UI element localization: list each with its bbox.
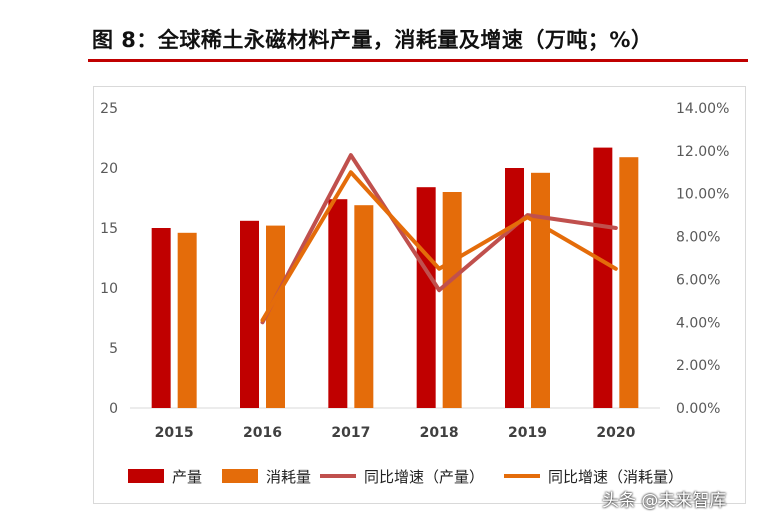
y-right-tick-label: 0.00% — [676, 401, 720, 417]
y-right-tick-label: 12.00% — [676, 144, 729, 160]
bar-production — [240, 220, 259, 408]
legend-consumption-label: 消耗量 — [266, 468, 311, 486]
y-left-tick-label: 0 — [109, 401, 118, 417]
legend-production-growth-label: 同比增速（产量） — [364, 468, 484, 486]
y-left-tick-label: 15 — [100, 221, 118, 237]
bar-consumption — [531, 172, 550, 408]
legend-production-label: 产量 — [172, 468, 202, 486]
line-production-growth — [260, 153, 618, 325]
x-category-label: 2016 — [243, 425, 282, 441]
chart-frame — [93, 86, 746, 504]
y-left-tick-label: 25 — [100, 101, 118, 117]
y-right-tick-label: 4.00% — [676, 315, 720, 331]
x-category-label: 2015 — [155, 425, 194, 441]
bar-consumption — [442, 192, 462, 408]
y-left-tick-label: 5 — [109, 341, 118, 357]
legend-consumption-swatch — [222, 469, 258, 483]
x-category-label: 2018 — [420, 425, 459, 441]
y-right-tick-label: 6.00% — [676, 272, 720, 288]
bar-production — [328, 199, 348, 408]
watermark: 头条 @未来智库 — [602, 491, 727, 511]
y-left-tick-label: 10 — [100, 281, 118, 297]
legend-production-swatch — [128, 469, 164, 483]
x-category-label: 2017 — [331, 425, 370, 441]
bar-production — [505, 168, 524, 408]
legend-consumption-growth-label: 同比增速（消耗量） — [548, 468, 683, 486]
title-underline — [88, 59, 748, 62]
y-right-tick-label: 14.00% — [676, 101, 729, 117]
bar-production — [151, 228, 171, 408]
y-right-tick-label: 8.00% — [676, 230, 720, 246]
x-category-label: 2020 — [596, 425, 635, 441]
y-right-tick-label: 10.00% — [676, 187, 729, 203]
chart-title: 图 8：全球稀土永磁材料产量，消耗量及增速（万吨；%） — [92, 28, 653, 52]
bar-consumption — [177, 232, 197, 408]
bar-consumption — [619, 157, 639, 408]
x-category-label: 2019 — [508, 425, 547, 441]
bar-production — [416, 187, 436, 408]
bar-production — [593, 147, 613, 408]
y-right-tick-label: 2.00% — [676, 358, 720, 374]
line-consumption-growth — [260, 170, 618, 323]
bar-consumption — [354, 205, 374, 408]
y-left-tick-label: 20 — [100, 161, 118, 177]
bar-consumption — [266, 225, 285, 408]
